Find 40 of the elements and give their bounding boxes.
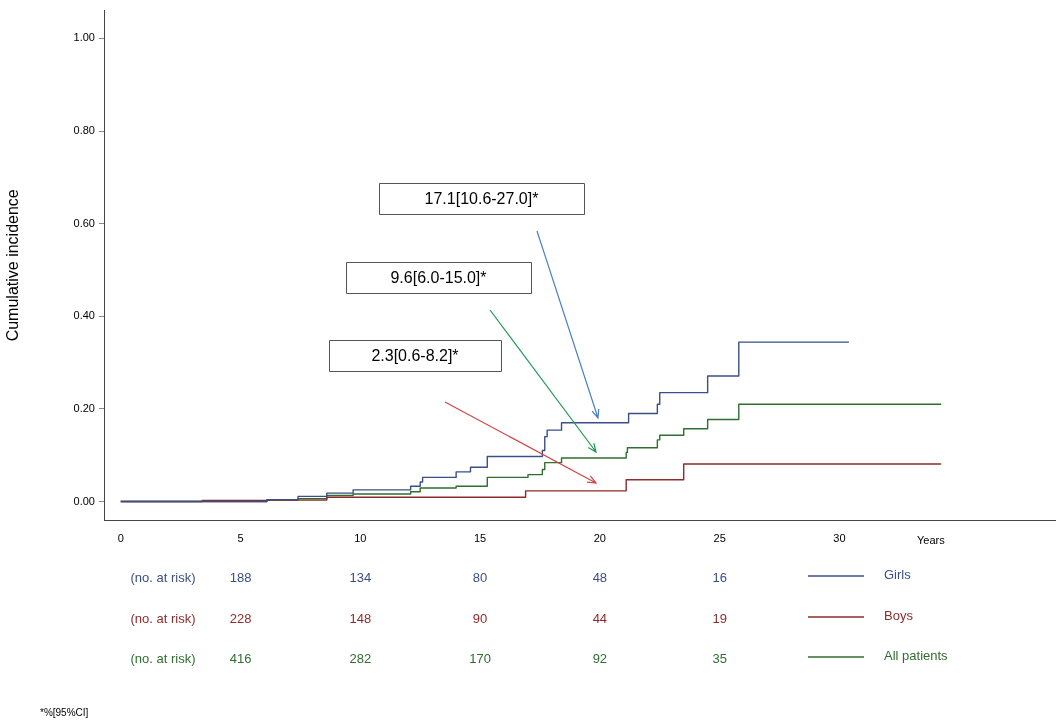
text: 16 (712, 569, 727, 585)
text: 282 (349, 650, 372, 666)
text: 90 (472, 610, 488, 626)
legend-label: Boys (884, 607, 914, 623)
text: (no. at risk) (130, 569, 196, 585)
legend-label: All patients (884, 647, 949, 663)
y-tick-label: 0.40 (73, 309, 95, 322)
y-tick-label: 0.20 (73, 401, 95, 414)
x-axis-title: Years (917, 534, 946, 547)
text: 44 (592, 610, 608, 626)
x-tick-label: 15 (473, 531, 487, 544)
text: (no. at risk) (130, 650, 196, 666)
text: 416 (229, 650, 252, 666)
text: 188 (229, 569, 252, 585)
text: 134 (349, 569, 372, 585)
text: 48 (592, 569, 608, 585)
annotation: 9.6[6.0-15.0]* (390, 268, 487, 286)
legend-label: Girls (884, 566, 912, 582)
y-tick-label: 1.00 (73, 31, 95, 44)
y-tick-label: 0.80 (73, 124, 95, 137)
text: (no. at risk) (130, 610, 196, 626)
annotation: 17.1[10.6-27.0]* (424, 189, 539, 207)
text: *%[95%CI] (40, 706, 89, 718)
x-tick-label: 5 (237, 531, 244, 544)
x-tick-label: 0 (117, 531, 124, 544)
text: 92 (592, 650, 608, 666)
text: 148 (349, 610, 372, 626)
y-tick-label: 0.60 (73, 216, 95, 229)
text: 19 (712, 610, 727, 626)
annotation: 2.3[0.6-8.2]* (371, 346, 459, 364)
x-tick-label: 30 (833, 531, 846, 544)
text: 80 (472, 569, 488, 585)
y-tick-label: 0.00 (73, 494, 95, 507)
x-tick-label: 10 (354, 531, 367, 544)
text: 228 (229, 610, 252, 626)
y-axis-title: Cumulative incidence (4, 189, 22, 342)
text: 35 (712, 650, 727, 666)
x-tick-label: 25 (713, 531, 726, 544)
text: 170 (469, 650, 491, 666)
x-tick-label: 20 (593, 531, 606, 544)
